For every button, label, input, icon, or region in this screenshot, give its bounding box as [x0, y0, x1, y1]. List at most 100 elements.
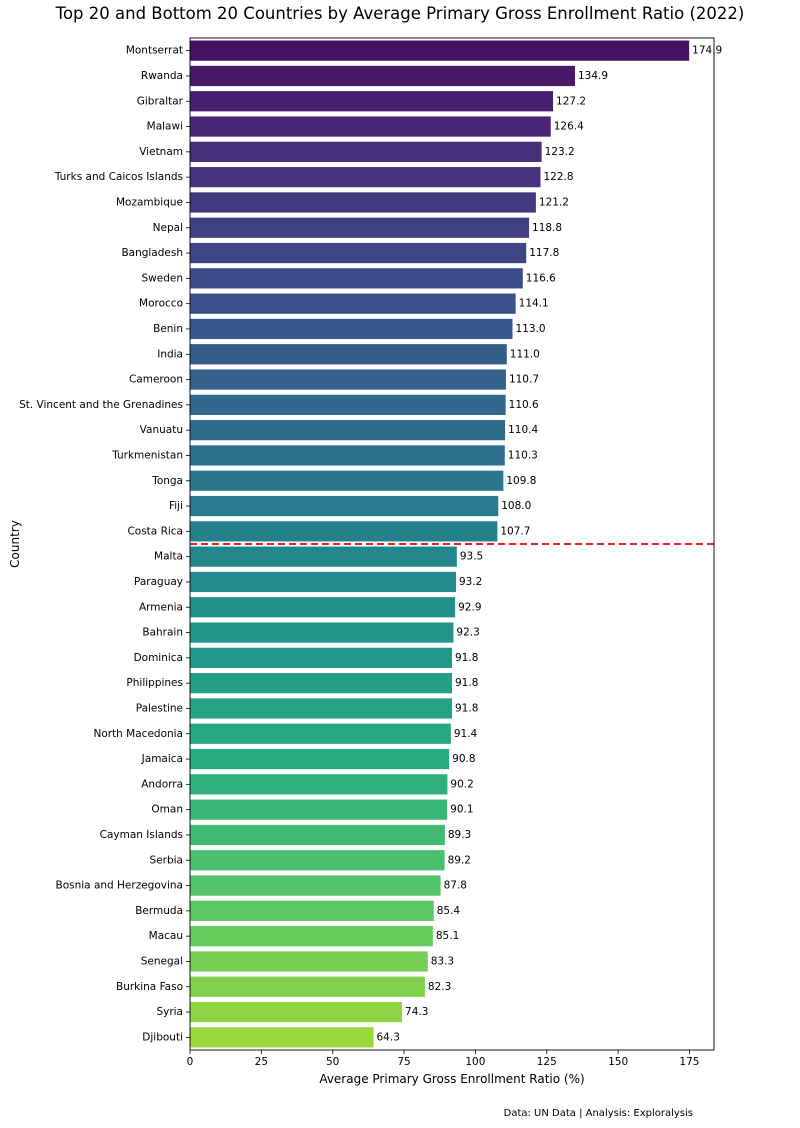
- bar: [190, 597, 456, 618]
- y-tick-label: Dominica: [134, 652, 183, 664]
- y-tick-label: Bahrain: [142, 627, 183, 639]
- bar: [190, 65, 576, 87]
- y-tick-label: Cameroon: [129, 374, 183, 386]
- bar: [190, 242, 527, 264]
- value-label: 110.7: [509, 374, 539, 386]
- bar: [190, 394, 506, 415]
- bar: [190, 748, 450, 770]
- value-label: 108.0: [501, 500, 531, 512]
- axes-frame: [189, 37, 715, 1051]
- value-label: 85.4: [437, 905, 461, 917]
- bar: [190, 698, 452, 719]
- value-label: 93.5: [460, 551, 483, 563]
- y-tick-label: Morocco: [139, 298, 183, 310]
- y-axis-label: Country: [8, 520, 22, 568]
- y-tick-label: Costa Rica: [127, 525, 183, 537]
- bar: [190, 40, 690, 61]
- bar: [190, 647, 452, 668]
- value-label: 117.8: [529, 247, 559, 259]
- value-label: 107.7: [500, 525, 530, 537]
- value-label: 91.8: [455, 652, 478, 664]
- y-tick-label: Palestine: [136, 702, 183, 714]
- y-tick-label: Oman: [151, 804, 183, 816]
- y-tick-label: Turks and Caicos Islands: [54, 171, 183, 183]
- bar: [190, 344, 507, 365]
- y-tick-label: Armenia: [139, 601, 183, 613]
- value-label: 83.3: [431, 955, 454, 967]
- bar: [190, 445, 505, 466]
- value-label: 90.1: [450, 804, 473, 816]
- bar: [190, 976, 425, 997]
- value-label: 118.8: [532, 222, 562, 234]
- value-label: 87.8: [444, 880, 467, 892]
- bar: [190, 926, 433, 947]
- y-tick-labels: Montserrat Rwanda Gibraltar Malawi Vietnam Tu…: [19, 45, 190, 1043]
- y-tick-label: Paraguay: [134, 576, 183, 588]
- y-tick-label: Vietnam: [139, 146, 183, 158]
- bar: [190, 900, 434, 921]
- value-label: 134.9: [578, 70, 608, 82]
- y-tick-label: Benin: [153, 323, 183, 335]
- bar: [190, 799, 448, 820]
- bar: [190, 495, 499, 517]
- value-label: 113.0: [516, 323, 546, 335]
- bar: [190, 369, 506, 390]
- value-label: 85.1: [436, 930, 459, 942]
- value-label: 89.3: [448, 829, 471, 841]
- bar: [190, 571, 456, 593]
- bar: [190, 116, 551, 137]
- bar: [190, 318, 513, 340]
- value-label: 111.0: [510, 348, 540, 360]
- bar: [190, 723, 451, 744]
- bar: [190, 217, 530, 238]
- value-label: 109.8: [506, 475, 536, 487]
- bar: [190, 875, 441, 896]
- y-tick-label: Burkina Faso: [116, 981, 183, 993]
- x-tick-label: 125: [537, 1056, 557, 1068]
- value-label: 91.4: [454, 728, 478, 740]
- x-tick-label: 0: [187, 1056, 194, 1068]
- value-label: 74.3: [405, 1006, 428, 1018]
- x-tick-label: 150: [608, 1056, 628, 1068]
- bar: [190, 141, 542, 162]
- y-tick-label: Sweden: [142, 272, 184, 284]
- value-label: 121.2: [539, 196, 569, 208]
- bar: [190, 951, 428, 972]
- y-tick-label: St. Vincent and the Grenadines: [19, 399, 183, 411]
- value-label: 110.6: [509, 399, 539, 411]
- y-tick-label: Rwanda: [141, 70, 183, 82]
- value-label: 91.8: [455, 702, 478, 714]
- bar: [190, 673, 452, 694]
- value-label: 174.9: [692, 45, 722, 57]
- value-label: 116.6: [526, 272, 556, 284]
- value-label: 93.2: [459, 576, 482, 588]
- value-label: 91.8: [455, 677, 478, 689]
- bar: [190, 192, 536, 213]
- bar: [190, 91, 554, 112]
- bar: [190, 1001, 403, 1023]
- value-labels: 174.9 134.9 127.2 126.4 123.2 122.8 121.2 118.8…: [377, 45, 723, 1044]
- bar: [190, 824, 445, 846]
- source-footer: Data: UN Data | Analysis: Exploralysis: [503, 1108, 693, 1119]
- value-label: 127.2: [556, 95, 586, 107]
- bar: [190, 268, 523, 289]
- y-tick-label: Macau: [149, 930, 183, 942]
- chart-title: Top 20 and Bottom 20 Countries by Averag…: [55, 4, 745, 23]
- bar: [190, 470, 504, 491]
- y-tick-label: Serbia: [150, 854, 183, 866]
- value-label: 89.2: [448, 854, 471, 866]
- y-tick-label: Jamaica: [141, 753, 183, 765]
- y-tick-label: Djibouti: [142, 1031, 183, 1043]
- x-ticks: 0 25 50 75 100 125 150 175: [187, 1050, 699, 1068]
- y-tick-label: Mozambique: [116, 196, 183, 208]
- value-label: 114.1: [519, 298, 549, 310]
- y-tick-label: Fiji: [169, 500, 183, 512]
- x-axis-label: Average Primary Gross Enrollment Ratio (…: [319, 1072, 584, 1086]
- value-label: 110.3: [508, 449, 538, 461]
- x-tick-label: 25: [255, 1056, 268, 1068]
- y-tick-label: Nepal: [153, 222, 183, 234]
- y-tick-label: Bosnia and Herzegovina: [56, 880, 184, 892]
- x-tick-label: 75: [397, 1056, 410, 1068]
- value-label: 90.2: [450, 778, 473, 790]
